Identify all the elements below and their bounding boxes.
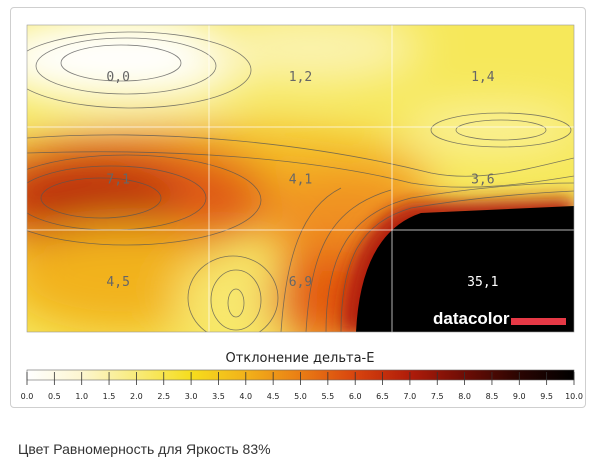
colorbar-tick-label: 1.5 bbox=[103, 392, 116, 401]
colorbar-tick-label: 8.5 bbox=[486, 392, 499, 401]
colorbar-tick-label: 0.5 bbox=[48, 392, 61, 401]
colorbar-tick-label: 7.0 bbox=[404, 392, 417, 401]
colorbar-tick-label: 3.5 bbox=[212, 392, 225, 401]
cell-value-r1c0: 7,1 bbox=[106, 173, 129, 188]
colorbar-tick-label: 4.0 bbox=[239, 392, 252, 401]
cell-value-r2c2: 35,1 bbox=[467, 275, 498, 290]
uniformity-chart: 0,0 1,2 1,4 7,1 4,1 3,6 4,5 6,9 35,1 datacolor О… bbox=[21, 24, 583, 401]
colorbar-tick-label: 3.0 bbox=[185, 392, 198, 401]
logo-text: datacolor bbox=[433, 309, 510, 328]
plot-border bbox=[26, 24, 575, 333]
colorbar-tick-label: 10.0 bbox=[565, 392, 583, 401]
colorbar-tick-label: 5.5 bbox=[321, 392, 334, 401]
colorbar-title: Отклонение дельта-E bbox=[226, 351, 375, 366]
colorbar-tick-label: 9.0 bbox=[513, 392, 526, 401]
colorbar-tick-label: 5.0 bbox=[294, 392, 307, 401]
colorbar-tick-label: 2.0 bbox=[130, 392, 143, 401]
datacolor-logo: datacolor bbox=[433, 309, 566, 328]
heatmap-area: 0,0 1,2 1,4 7,1 4,1 3,6 4,5 6,9 35,1 datacolor bbox=[27, 25, 574, 332]
colorbar-tick-label: 1.0 bbox=[75, 392, 88, 401]
logo-bar bbox=[511, 318, 566, 325]
cell-value-r0c2: 1,4 bbox=[471, 70, 495, 85]
figure-caption: Цвет Равномерность для Яркость 83% bbox=[18, 441, 271, 457]
cell-value-r0c0: 0,0 bbox=[106, 70, 129, 85]
cell-value-r1c2: 3,6 bbox=[471, 173, 494, 188]
cell-value-r2c0: 4,5 bbox=[106, 275, 129, 290]
colorbar-tick-label: 9.5 bbox=[540, 392, 553, 401]
colorbar-tick-label: 6.5 bbox=[376, 392, 389, 401]
colorbar-tick-label: 8.0 bbox=[458, 392, 471, 401]
cell-value-r1c1: 4,1 bbox=[289, 173, 312, 188]
colorbar-tick-label: 4.5 bbox=[267, 392, 280, 401]
colorbar-ticks: 0.0 0.5 1.0 1.5 2.0 2.5 3.0 3.5 4.0 4.5 5.0 5.5 6.0 6… bbox=[21, 372, 583, 401]
colorbar-tick-label: 0.0 bbox=[21, 392, 34, 401]
contour-lines bbox=[27, 31, 574, 332]
cell-value-r0c1: 1,2 bbox=[289, 70, 312, 85]
cell-value-r2c1: 6,9 bbox=[289, 275, 312, 290]
colorbar-tick-label: 2.5 bbox=[157, 392, 170, 401]
colorbar-tick-label: 7.5 bbox=[431, 392, 444, 401]
cell-labels: 0,0 1,2 1,4 7,1 4,1 3,6 4,5 6,9 35,1 bbox=[106, 70, 498, 290]
colorbar-tick-label: 6.0 bbox=[349, 392, 362, 401]
grid-lines bbox=[27, 25, 574, 332]
chart-panel: 0,0 1,2 1,4 7,1 4,1 3,6 4,5 6,9 35,1 datacolor О… bbox=[10, 7, 586, 408]
